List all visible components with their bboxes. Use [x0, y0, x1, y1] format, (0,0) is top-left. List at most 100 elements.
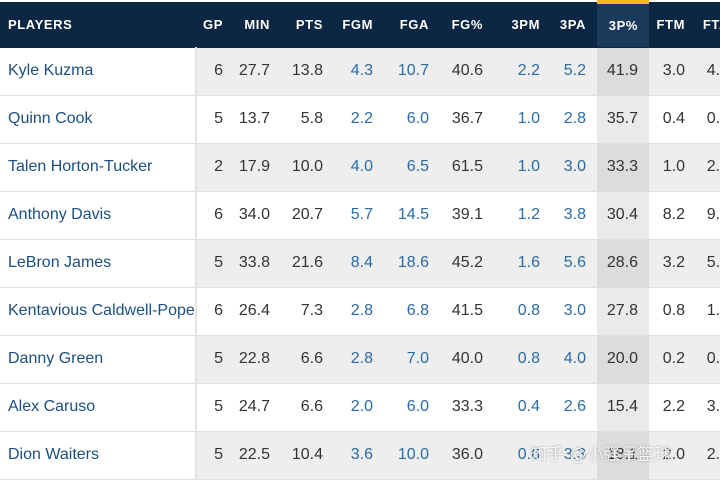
column-header-3p-pct[interactable]: 3P%	[597, 0, 649, 48]
stat-cell-gp: 6	[196, 191, 234, 240]
stat-cell-3pm[interactable]: 1.2	[494, 191, 551, 240]
stat-cell-3pm[interactable]: 1.6	[494, 239, 551, 288]
stat-cell-fg-pct: 40.6	[440, 47, 494, 96]
stat-cell-fga[interactable]: 18.6	[384, 239, 440, 288]
column-header-gp[interactable]: GP	[196, 2, 234, 48]
stat-cell-3pm[interactable]: 0.8	[494, 335, 551, 384]
stat-cell-pts: 21.6	[281, 239, 334, 288]
column-header-players[interactable]: PLAYERS	[0, 2, 196, 48]
player-name-link[interactable]: Danny Green	[0, 335, 197, 384]
stat-cell-3pm[interactable]: 0.8	[494, 287, 551, 336]
stat-cell-fga[interactable]: 6.8	[384, 287, 440, 336]
stat-cell-gp: 6	[196, 47, 234, 96]
stat-cell-fga[interactable]: 14.5	[384, 191, 440, 240]
table-row: Kentavious Caldwell-Pope 6 26.4 7.3 2.8 6.8 41…	[0, 287, 720, 336]
stat-cell-gp: 5	[196, 383, 234, 432]
stat-cell-fgm[interactable]: 5.7	[334, 191, 384, 240]
stat-cell-3p-pct: 18.1	[597, 431, 649, 480]
stat-cell-3p-pct: 27.8	[597, 287, 649, 336]
player-name-link[interactable]: Quinn Cook	[0, 95, 197, 144]
stat-cell-3p-pct: 28.6	[597, 239, 649, 288]
stat-cell-fg-pct: 40.0	[440, 335, 494, 384]
stat-cell-fga[interactable]: 6.0	[384, 383, 440, 432]
stat-cell-3pa[interactable]: 3.0	[551, 143, 597, 192]
stat-cell-3p-pct: 41.9	[597, 47, 649, 96]
column-header-fga[interactable]: FGA	[384, 2, 440, 48]
stat-cell-fgm[interactable]: 8.4	[334, 239, 384, 288]
stat-cell-min: 33.8	[234, 239, 281, 288]
stat-cell-min: 34.0	[234, 191, 281, 240]
column-header-ftm[interactable]: FTM	[649, 2, 696, 48]
stat-cell-3pa[interactable]: 5.6	[551, 239, 597, 288]
stat-cell-ftm: 2.0	[649, 431, 696, 480]
stat-cell-3pa[interactable]: 4.0	[551, 335, 597, 384]
stat-cell-3pa[interactable]: 2.6	[551, 383, 597, 432]
stat-cell-ftm: 0.2	[649, 335, 696, 384]
stat-cell-3pa[interactable]: 3.0	[551, 287, 597, 336]
column-header-fgm[interactable]: FGM	[334, 2, 384, 48]
table-row: Alex Caruso 5 24.7 6.6 2.0 6.0 33.3 0.4 2.6 15.4 2…	[0, 383, 720, 432]
table-row: Dion Waiters 5 22.5 10.4 3.6 10.0 36.0 0.6 3.3 18…	[0, 431, 720, 480]
column-header-pts[interactable]: PTS	[281, 2, 334, 48]
stat-cell-fg-pct: 61.5	[440, 143, 494, 192]
stat-cell-3pm[interactable]: 2.2	[494, 47, 551, 96]
player-name-link[interactable]: Kyle Kuzma	[0, 47, 197, 96]
stat-cell-fga[interactable]: 10.0	[384, 431, 440, 480]
stat-cell-3pa[interactable]: 2.8	[551, 95, 597, 144]
stat-cell-fg-pct: 36.7	[440, 95, 494, 144]
stat-cell-ftm: 3.0	[649, 47, 696, 96]
stat-cell-3pa[interactable]: 5.2	[551, 47, 597, 96]
stat-cell-fga[interactable]: 6.5	[384, 143, 440, 192]
stat-cell-fga[interactable]: 10.7	[384, 47, 440, 96]
stat-cell-pts: 7.3	[281, 287, 334, 336]
stat-cell-fta: 0.4	[696, 95, 720, 144]
stat-cell-pts: 10.4	[281, 431, 334, 480]
stat-cell-fg-pct: 33.3	[440, 383, 494, 432]
stat-cell-3pm[interactable]: 0.4	[494, 383, 551, 432]
table-row: Anthony Davis 6 34.0 20.7 5.7 14.5 39.1 1.2 3.8 3…	[0, 191, 720, 240]
player-name-link[interactable]: Talen Horton-Tucker	[0, 143, 197, 192]
column-header-3pm[interactable]: 3PM	[494, 2, 551, 48]
stat-cell-fga[interactable]: 6.0	[384, 95, 440, 144]
stat-cell-fg-pct: 39.1	[440, 191, 494, 240]
stat-cell-fgm[interactable]: 2.8	[334, 287, 384, 336]
stat-cell-fga[interactable]: 7.0	[384, 335, 440, 384]
column-header-min[interactable]: MIN	[234, 2, 281, 48]
table-row: Quinn Cook 5 13.7 5.8 2.2 6.0 36.7 1.0 2.8 35.7 0.…	[0, 95, 720, 144]
stat-cell-fta: 9.3	[696, 191, 720, 240]
table-body: Kyle Kuzma 6 27.7 13.8 4.3 10.7 40.6 2.2 5.2 41.9…	[0, 47, 720, 480]
player-name-link[interactable]: Anthony Davis	[0, 191, 197, 240]
stat-cell-3p-pct: 33.3	[597, 143, 649, 192]
player-name-link[interactable]: Alex Caruso	[0, 383, 197, 432]
stat-cell-gp: 5	[196, 95, 234, 144]
stat-cell-3pm[interactable]: 1.0	[494, 143, 551, 192]
player-name-link[interactable]: Dion Waiters	[0, 431, 197, 480]
column-header-fta[interactable]: FTA	[696, 2, 720, 48]
stat-cell-3pm[interactable]: 1.0	[494, 95, 551, 144]
stat-cell-gp: 5	[196, 239, 234, 288]
stat-cell-fgm[interactable]: 4.0	[334, 143, 384, 192]
stat-cell-fta: 0.8	[696, 335, 720, 384]
stat-cell-fgm[interactable]: 2.0	[334, 383, 384, 432]
stat-cell-3pa[interactable]: 3.3	[551, 431, 597, 480]
stat-cell-fg-pct: 45.2	[440, 239, 494, 288]
stat-cell-fgm[interactable]: 3.6	[334, 431, 384, 480]
player-name-link[interactable]: LeBron James	[0, 239, 197, 288]
column-header-fg-pct[interactable]: FG%	[440, 2, 494, 48]
stat-cell-fgm[interactable]: 2.8	[334, 335, 384, 384]
stat-cell-fg-pct: 36.0	[440, 431, 494, 480]
stat-cell-3p-pct: 15.4	[597, 383, 649, 432]
stat-cell-3pm[interactable]: 0.6	[494, 431, 551, 480]
stat-cell-pts: 5.8	[281, 95, 334, 144]
stat-cell-ftm: 1.0	[649, 143, 696, 192]
table-row: LeBron James 5 33.8 21.6 8.4 18.6 45.2 1.6 5.6 28…	[0, 239, 720, 288]
stat-cell-fta: 2.8	[696, 431, 720, 480]
stat-cell-fgm[interactable]: 2.2	[334, 95, 384, 144]
stat-cell-fgm[interactable]: 4.3	[334, 47, 384, 96]
column-header-3pa[interactable]: 3PA	[551, 2, 597, 48]
stat-cell-fg-pct: 41.5	[440, 287, 494, 336]
table-row: Danny Green 5 22.8 6.6 2.8 7.0 40.0 0.8 4.0 20.0 0…	[0, 335, 720, 384]
player-name-link[interactable]: Kentavious Caldwell-Pope	[0, 287, 197, 336]
stat-cell-3pa[interactable]: 3.8	[551, 191, 597, 240]
stat-cell-gp: 6	[196, 287, 234, 336]
